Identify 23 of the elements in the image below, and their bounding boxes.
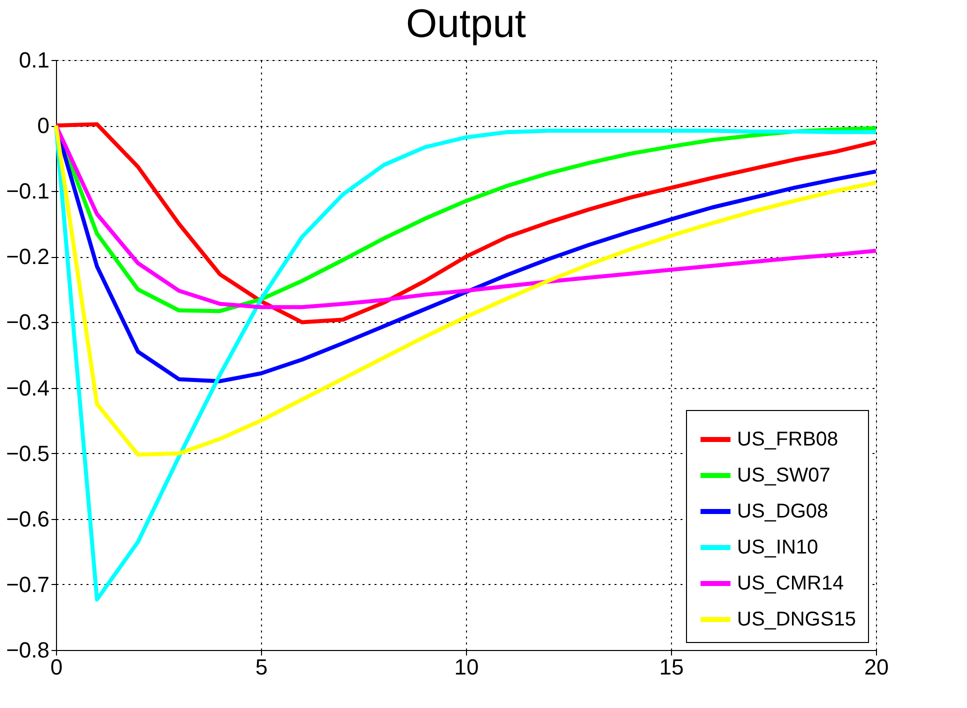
y-tick-label: −0.3 <box>6 310 50 335</box>
y-tick-label: −0.7 <box>6 572 50 597</box>
x-tick-label: 15 <box>659 654 684 680</box>
y-tick-label: −0.4 <box>6 375 50 400</box>
y-tick-label: −0.5 <box>6 440 50 466</box>
legend-label: US_CMR14 <box>737 572 844 594</box>
legend-label: US_DG08 <box>737 500 828 522</box>
legend-label: US_SW07 <box>737 464 830 486</box>
y-tick-label: −0.6 <box>6 506 50 532</box>
legend-label: US_DNGS15 <box>737 608 856 630</box>
chart-title: Output <box>406 2 526 46</box>
line-series <box>54 124 878 602</box>
x-tick-label: 20 <box>864 654 889 680</box>
y-tick-label: −0.2 <box>6 244 50 270</box>
y-tick-label: −0.8 <box>6 638 50 662</box>
y-tick-label: 0.1 <box>18 48 50 72</box>
legend-label: US_FRB08 <box>737 428 838 450</box>
y-tick-label: −0.1 <box>6 178 50 204</box>
x-tick-label: 5 <box>255 654 268 680</box>
x-tick-label: 10 <box>454 654 479 680</box>
y-tick-label: 0 <box>37 113 50 138</box>
legend-label: US_IN10 <box>737 536 818 558</box>
line-series <box>54 124 878 457</box>
